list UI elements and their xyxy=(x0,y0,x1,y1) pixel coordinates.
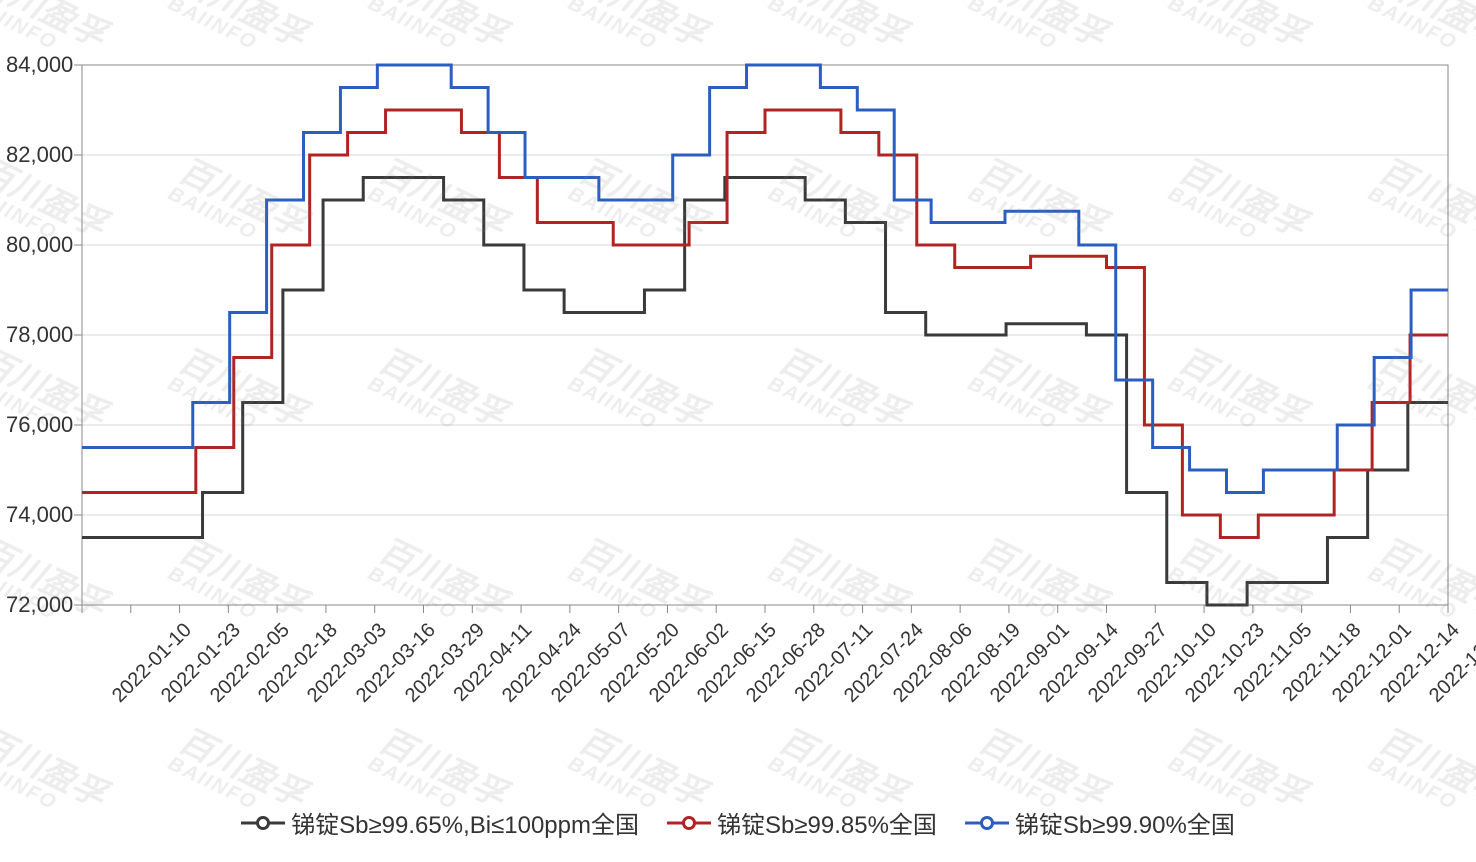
legend-marker xyxy=(241,813,285,833)
legend-item: 锑锭Sb≥99.85%全国 xyxy=(667,805,937,840)
series-line xyxy=(82,110,1448,538)
y-tick-label: 82,000 xyxy=(6,142,71,168)
y-tick-label: 84,000 xyxy=(6,52,71,78)
y-tick-label: 74,000 xyxy=(6,502,71,528)
legend-item: 锑锭Sb≥99.65%,Bi≤100ppm全国 xyxy=(241,805,639,840)
legend-item: 锑锭Sb≥99.90%全国 xyxy=(965,805,1235,840)
series-line xyxy=(82,178,1448,606)
y-tick-label: 76,000 xyxy=(6,412,71,438)
legend-marker xyxy=(667,813,711,833)
legend-label: 锑锭Sb≥99.65%,Bi≤100ppm全国 xyxy=(291,805,639,840)
chart-svg xyxy=(0,0,1476,862)
legend-marker xyxy=(965,813,1009,833)
y-tick-label: 78,000 xyxy=(6,322,71,348)
y-tick-label: 80,000 xyxy=(6,232,71,258)
legend-label: 锑锭Sb≥99.90%全国 xyxy=(1015,805,1235,840)
y-tick-label: 72,000 xyxy=(6,592,71,618)
chart-legend: 锑锭Sb≥99.65%,Bi≤100ppm全国 锑锭Sb≥99.85%全国 锑锭Sb… xyxy=(0,805,1476,840)
price-chart: 72,000 74,000 76,000 78,000 80,000 82,000 84,0… xyxy=(0,0,1476,862)
legend-label: 锑锭Sb≥99.85%全国 xyxy=(717,805,937,840)
